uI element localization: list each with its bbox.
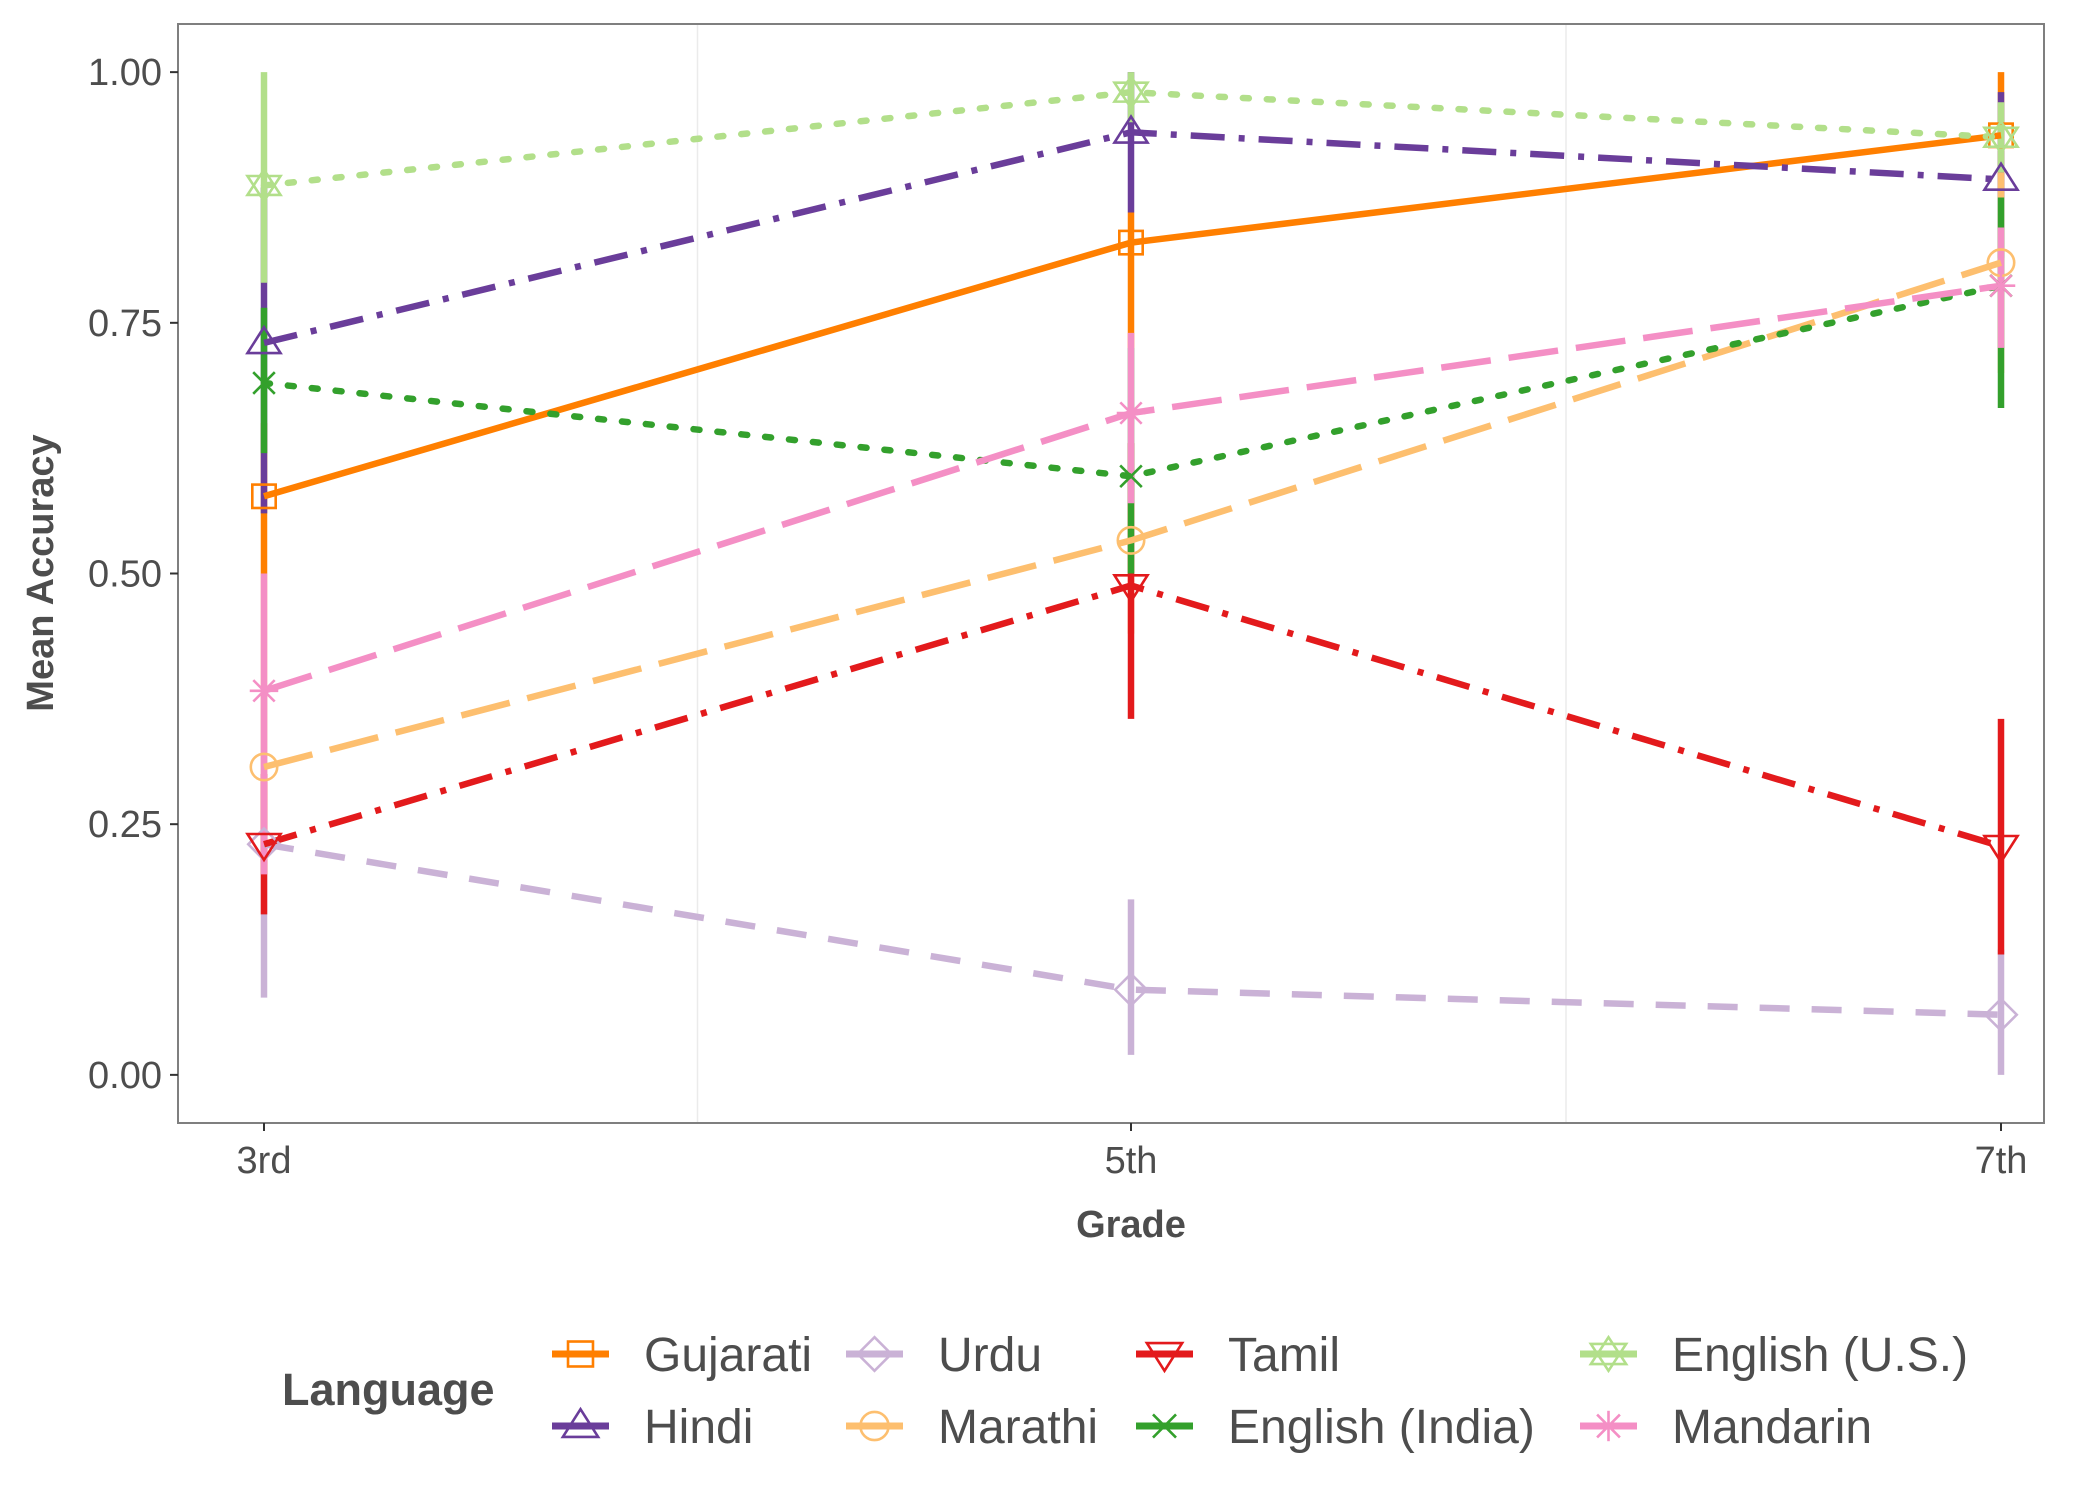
data-point-tamil (245, 832, 283, 863)
data-point-marathi (249, 752, 279, 782)
data-point-mandarin (249, 676, 279, 706)
legend-key-marker (560, 1406, 601, 1439)
legend-key-marker (1152, 1413, 1177, 1439)
legend-key-marker (1144, 1341, 1185, 1374)
legend-label: Hindi (644, 1401, 753, 1454)
legend-label: Mandarin (1672, 1401, 1872, 1454)
y-axis-title: Mean Accuracy (20, 434, 62, 711)
data-point-english-india (1119, 464, 1143, 488)
data-point-english-u-s (245, 167, 283, 204)
legend-label: Urdu (938, 1329, 1042, 1382)
y-tick-label: 0.50 (88, 554, 162, 596)
data-point-gujarati (251, 483, 278, 510)
y-tick-label: 0.75 (88, 303, 162, 345)
legend-item-urdu: Urdu (846, 1329, 1042, 1382)
data-point-hindi (245, 324, 283, 355)
data-point-gujarati (1118, 229, 1145, 256)
legend-item-english-u-s: English (U.S.) (1580, 1329, 1968, 1382)
data-point-tamil (1982, 834, 2020, 865)
y-tick-label: 0.00 (88, 1055, 162, 1097)
y-tick-label: 1.00 (88, 52, 162, 94)
series-line-english-u-s (260, 88, 2005, 189)
series-line-tamil (263, 582, 2002, 850)
data-point-hindi (1982, 161, 2020, 191)
legend: Gujarati Hindi Urdu Marathi Tamil English (In… (552, 1329, 1968, 1454)
legend-key-marker (1593, 1410, 1624, 1442)
legend-label: Marathi (938, 1401, 1098, 1454)
legend-label: Gujarati (644, 1329, 812, 1382)
legend-key-marker (566, 1340, 595, 1368)
legend-item-mandarin: Mandarin (1580, 1401, 1872, 1454)
x-tick-label: 7th (1975, 1140, 2028, 1182)
data-point-mandarin (1116, 398, 1146, 428)
data-point-urdu (1113, 972, 1149, 1008)
data-point-mandarin (1986, 271, 2016, 300)
y-tick-label: 0.25 (88, 804, 162, 846)
legend-key-marker (859, 1410, 890, 1442)
legend-title: Language (282, 1364, 495, 1415)
series-line-hindi (263, 129, 2002, 347)
data-point-marathi (1116, 525, 1146, 555)
data-point-urdu (1983, 997, 2019, 1033)
data-point-english-u-s (1112, 74, 1150, 111)
axis-layer: 0.00 0.25 0.50 0.75 1.00 3rd 5th 7th (88, 52, 2027, 1182)
data-point-english-india (252, 371, 276, 395)
legend-label: English (India) (1228, 1401, 1535, 1454)
legend-key-marker (1588, 1334, 1629, 1374)
data-point-tamil (1112, 573, 1150, 604)
legend-item-gujarati: Gujarati (552, 1329, 812, 1382)
x-tick-label: 5th (1105, 1140, 1158, 1182)
legend-label: Tamil (1228, 1329, 1340, 1382)
legend-item-marathi: Marathi (846, 1401, 1098, 1454)
data-point-hindi (1112, 114, 1150, 144)
legend-item-tamil: Tamil (1136, 1329, 1340, 1382)
legend-item-hindi: Hindi (552, 1401, 753, 1454)
marker-layer (245, 74, 2020, 1033)
series-line-urdu (263, 841, 2002, 1018)
legend-label: English (U.S.) (1672, 1329, 1968, 1382)
legend-item-english-india: English (India) (1136, 1401, 1535, 1454)
series-line-marathi (263, 259, 2002, 771)
x-axis-title: Grade (1076, 1204, 1186, 1246)
x-tick-label: 3rd (237, 1140, 292, 1182)
data-point-english-u-s (1982, 119, 2020, 156)
legend-key-marker (855, 1335, 894, 1373)
grid-layer (696, 24, 1567, 1123)
